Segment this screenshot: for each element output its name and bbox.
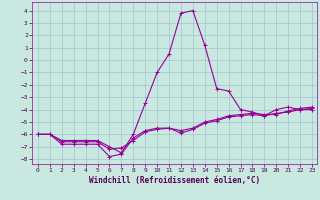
X-axis label: Windchill (Refroidissement éolien,°C): Windchill (Refroidissement éolien,°C) — [89, 176, 260, 185]
